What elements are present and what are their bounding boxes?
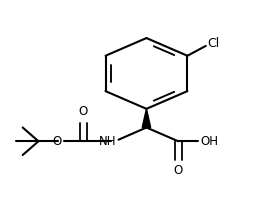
Text: O: O [174,164,183,177]
Text: NH: NH [98,135,116,148]
Polygon shape [142,109,151,128]
Text: OH: OH [200,135,218,148]
Text: O: O [78,105,88,118]
Text: O: O [53,135,62,148]
Text: Cl: Cl [208,37,220,50]
